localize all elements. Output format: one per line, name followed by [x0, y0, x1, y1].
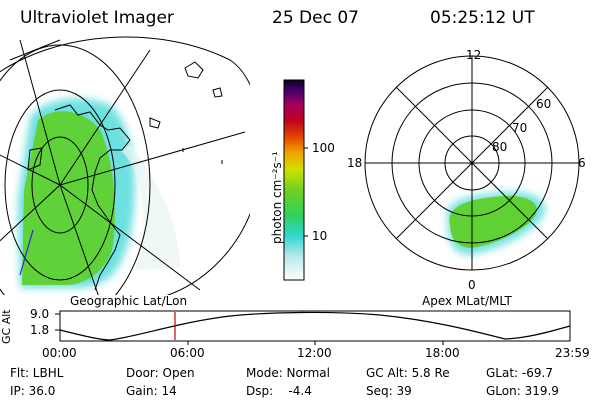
- x-tick-0000: 00:00: [42, 346, 77, 360]
- mlat-label-80: 80: [492, 140, 508, 154]
- altitude-ytick-low: 1.8: [30, 323, 50, 337]
- mlt-label-0: 0: [468, 278, 476, 292]
- colorbar-label: photon cm⁻²s⁻¹: [270, 151, 284, 244]
- info-seq: Seq: 39: [366, 384, 412, 398]
- imager-title: Ultraviolet Imager: [20, 8, 174, 28]
- altitude-plot: [55, 310, 571, 345]
- colorbar: [283, 79, 305, 281]
- info-flt: Flt: LBHL: [10, 366, 64, 380]
- info-glon: GLon: 319.9: [486, 384, 559, 398]
- date-label: 25 Dec 07: [272, 8, 359, 28]
- info-dsp: Dsp: -4.4: [246, 384, 312, 398]
- mlt-label-18: 18: [347, 156, 363, 170]
- x-tick-1200: 12:00: [297, 346, 332, 360]
- mlt-label-12: 12: [466, 48, 482, 62]
- info-gain: Gain: 14: [126, 384, 177, 398]
- altitude-ylabel: GC Alt: [0, 309, 13, 344]
- colorbar-tick-10: 10: [312, 229, 328, 243]
- mlat-label-70: 70: [512, 121, 528, 135]
- info-gc-alt: GC Alt: 5.8 Re: [366, 366, 450, 380]
- apex-caption: Apex MLat/MLT: [422, 294, 512, 308]
- time-label: 05:25:12 UT: [430, 8, 535, 28]
- info-door: Door: Open: [126, 366, 195, 380]
- altitude-curve: [59, 311, 571, 341]
- aurora-core: [22, 111, 115, 285]
- mlt-label-6: 6: [578, 156, 586, 170]
- geographic-caption: Geographic Lat/Lon: [70, 294, 188, 308]
- aurora-faint: [120, 145, 180, 270]
- x-tick-0600: 06:00: [170, 346, 205, 360]
- mlat-label-60: 60: [536, 97, 552, 111]
- polar-plot: [364, 55, 580, 271]
- info-glat: GLat: -69.7: [486, 366, 553, 380]
- geographic-map: [0, 36, 250, 295]
- info-mode: Mode: Normal: [246, 366, 330, 380]
- info-ip: IP: 36.0: [10, 384, 56, 398]
- x-tick-2359: 23:59: [555, 346, 590, 360]
- x-tick-1800: 18:00: [425, 346, 460, 360]
- colorbar-tick-100: 100: [312, 141, 335, 155]
- altitude-ytick-high: 9.0: [30, 307, 50, 321]
